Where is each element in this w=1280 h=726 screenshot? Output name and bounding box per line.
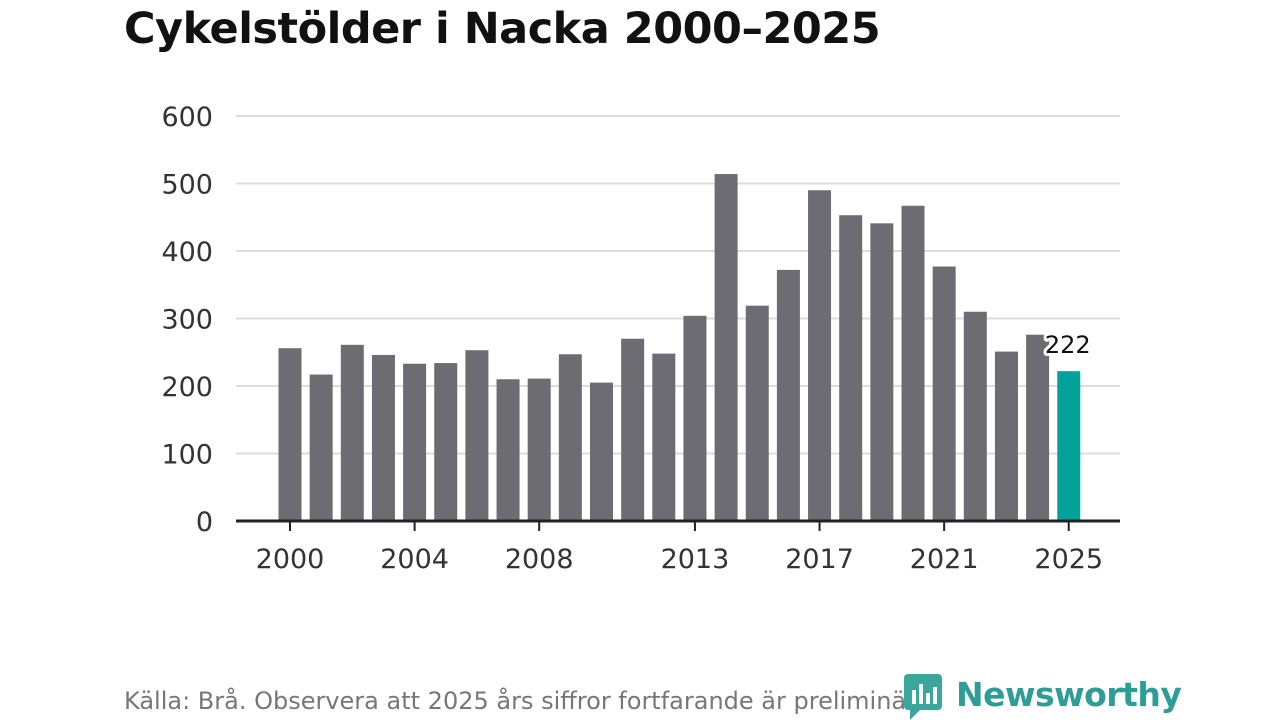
y-tick-label: 300 xyxy=(161,305,213,336)
bar-2009 xyxy=(558,354,582,521)
brand-logo: Newsworthy xyxy=(904,670,1182,720)
x-axis: 2000 2004 2008 2013 2017 2021 2025 xyxy=(236,519,1120,575)
newsworthy-logo-icon xyxy=(904,674,942,720)
bar-2020 xyxy=(901,205,925,521)
x-tick-label: 2013 xyxy=(661,544,730,575)
bar-2011 xyxy=(621,338,645,521)
bar-2021 xyxy=(932,266,956,521)
bar-2022 xyxy=(963,311,987,521)
y-tick-label: 400 xyxy=(161,237,213,268)
bar-2018 xyxy=(839,215,863,521)
bar-2016 xyxy=(776,269,800,521)
y-tick-label: 600 xyxy=(161,102,213,133)
chart-title: Cykelstölder i Nacka 2000–2025 xyxy=(124,4,881,54)
bar-2014 xyxy=(714,174,738,522)
bar-2006 xyxy=(465,350,489,521)
bars xyxy=(278,174,1081,522)
gridlines xyxy=(236,115,1120,455)
bar-2000 xyxy=(278,348,302,521)
bar-2010 xyxy=(590,382,613,521)
x-tick-label: 2017 xyxy=(785,544,854,575)
x-tick-label: 2000 xyxy=(256,544,325,575)
source-note: Källa: Brå. Observera att 2025 års siffr… xyxy=(124,687,939,715)
bar-2023 xyxy=(994,351,1018,521)
bar-2001 xyxy=(309,374,333,521)
y-tick-label: 200 xyxy=(161,372,213,403)
bar-2002 xyxy=(340,344,364,521)
y-tick-label: 0 xyxy=(196,507,213,538)
bar-2004 xyxy=(403,363,427,521)
bar-2008 xyxy=(527,378,551,521)
x-tick-label: 2021 xyxy=(910,544,979,575)
bar-2019 xyxy=(870,223,894,521)
bar-2012 xyxy=(652,353,676,521)
y-tick-label: 500 xyxy=(161,170,213,201)
bar-2017 xyxy=(808,190,832,521)
bar-2005 xyxy=(434,363,458,521)
data-label-2025: 222 xyxy=(1045,331,1091,359)
bar-2025 xyxy=(1057,371,1081,521)
bar-2003 xyxy=(371,354,395,521)
bar-2024 xyxy=(1026,334,1050,521)
x-tick-label: 2004 xyxy=(380,544,449,575)
bar-2007 xyxy=(496,379,520,521)
brand-name: Newsworthy xyxy=(956,674,1182,714)
bar-2013 xyxy=(683,315,707,521)
bar-2015 xyxy=(745,305,769,521)
x-tick-label: 2025 xyxy=(1034,544,1103,575)
bar-chart: 0 100 200 300 400 500 600 2000 2004 2008 2013 2017… xyxy=(161,102,1120,575)
data-labels: 222 xyxy=(1042,328,1094,362)
y-axis-labels: 0 100 200 300 400 500 600 xyxy=(161,102,213,538)
y-tick-label: 100 xyxy=(161,440,213,471)
x-tick-label: 2008 xyxy=(505,544,574,575)
